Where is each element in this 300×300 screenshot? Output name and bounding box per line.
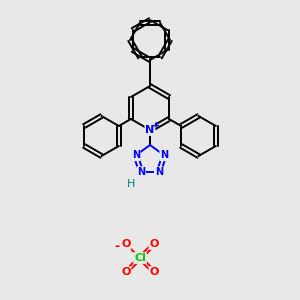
Text: +: + xyxy=(152,121,160,131)
Text: -: - xyxy=(114,240,119,254)
Text: O: O xyxy=(121,239,130,249)
Text: O: O xyxy=(149,267,159,277)
Text: N: N xyxy=(160,150,168,161)
Text: N: N xyxy=(146,125,154,135)
Text: O: O xyxy=(149,239,159,249)
Text: Cl: Cl xyxy=(134,253,146,263)
Text: N: N xyxy=(132,150,140,161)
Text: H: H xyxy=(127,179,135,189)
Text: N: N xyxy=(137,167,145,177)
Text: O: O xyxy=(121,267,130,277)
Text: N: N xyxy=(155,167,163,177)
